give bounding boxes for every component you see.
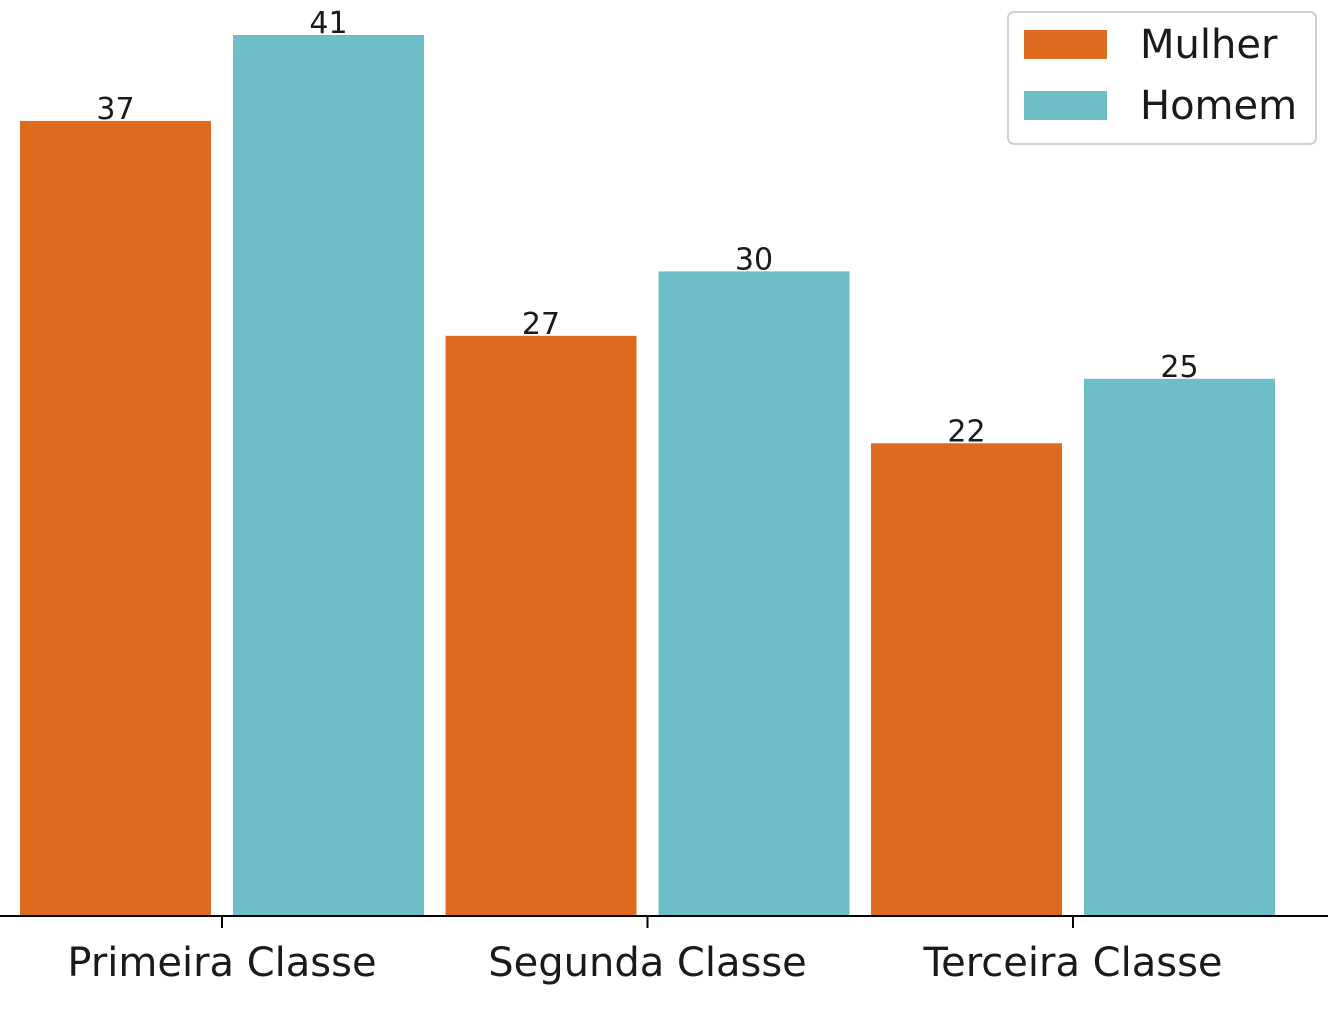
data-labels-layer: 37 41 27 30 22 25 — [96, 6, 1198, 449]
x-axis: Primeira Classe Segunda Classe Terceira Cl… — [0, 915, 1328, 986]
x-tick-label-2: Segunda Classe — [488, 940, 807, 986]
legend-swatch-mulher — [1024, 30, 1107, 59]
bar-homem-1 — [233, 35, 424, 916]
bar-homem-3 — [1084, 378, 1275, 916]
bar-mulher-2 — [445, 335, 637, 917]
x-tick-label-3: Terceira Classe — [922, 940, 1222, 986]
legend: Mulher Homem — [1007, 11, 1317, 145]
data-label-mulher-3: 22 — [947, 414, 985, 449]
legend-swatch-homem — [1024, 91, 1107, 120]
data-label-homem-2: 30 — [735, 242, 773, 277]
data-label-homem-3: 25 — [1160, 350, 1198, 385]
bar-mulher-3 — [871, 443, 1062, 916]
bar-mulher-1 — [20, 120, 211, 916]
data-label-mulher-1: 37 — [96, 92, 134, 127]
bars-layer — [20, 35, 1275, 917]
data-label-mulher-2: 27 — [522, 307, 560, 342]
x-tick-label-1: Primeira Classe — [67, 940, 376, 986]
legend-label-mulher: Mulher — [1140, 22, 1278, 68]
bar-homem-2 — [658, 271, 850, 916]
data-label-homem-1: 41 — [309, 6, 347, 41]
legend-label-homem: Homem — [1140, 83, 1297, 129]
